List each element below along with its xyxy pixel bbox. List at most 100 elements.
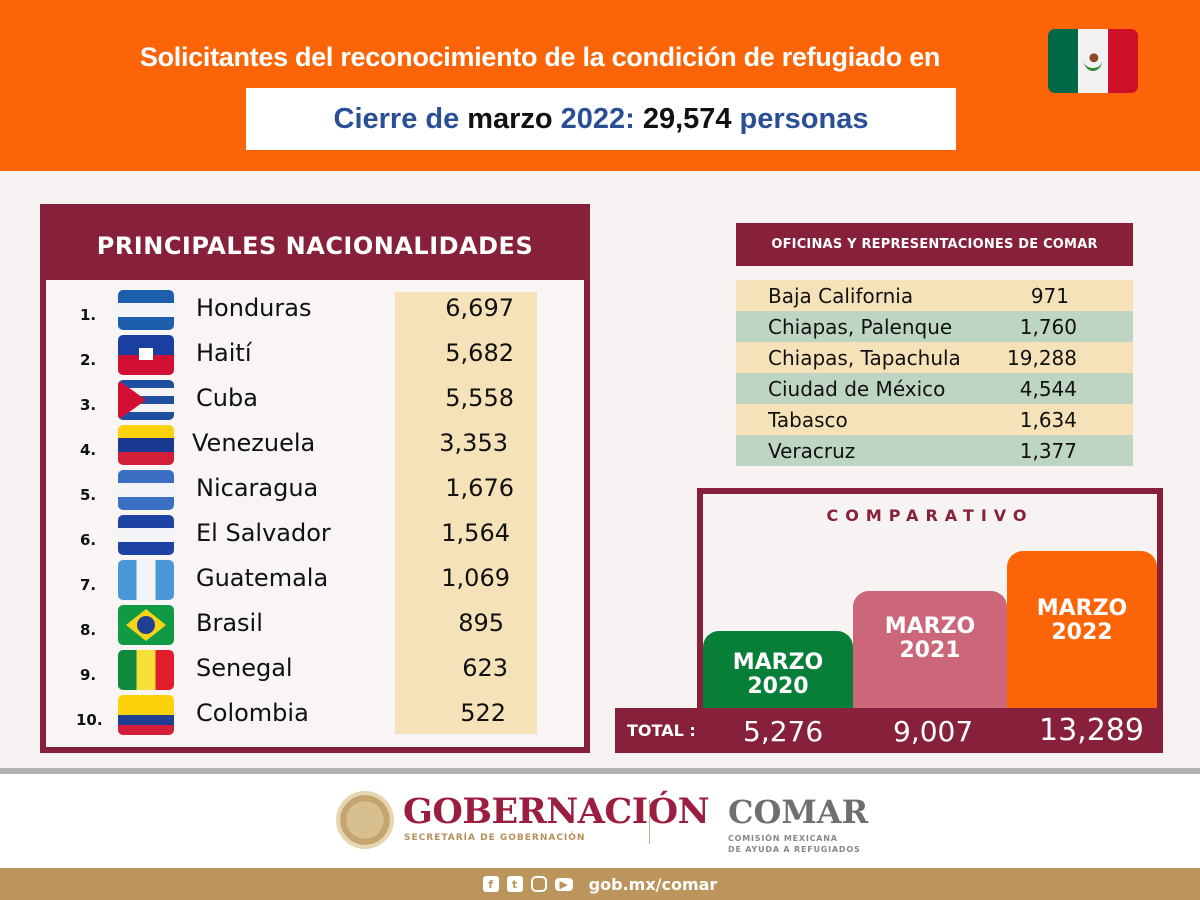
rank: 9. [80,666,97,684]
country-name: Haití [196,339,252,367]
subtitle-part: personas [739,102,869,135]
values-column-bg [395,292,537,734]
country-name: Guatemala [196,564,329,592]
office-value: 1,634 [1019,408,1077,432]
honduras-flag-icon [118,290,174,330]
subtitle-part: Cierre de [333,102,460,135]
haiti-flag-icon [118,335,174,375]
twitter-icon[interactable]: t [506,876,523,892]
country-name: Venezuela [192,429,316,457]
youtube-icon[interactable]: ▶ [554,877,573,891]
bar-label: MARZO [884,614,976,639]
colombia-flag-icon [118,695,174,735]
gobernacion-subtitle: SECRETARÍA DE GOBERNACIÓN [404,833,586,843]
facebook-icon[interactable]: f [482,876,499,892]
senegal-flag-icon [118,650,174,690]
rank: 10. [76,711,103,729]
office-name: Veracruz [768,439,856,463]
country-value: 1,564 [441,519,510,547]
office-name: Tabasco [768,408,848,432]
total-2020: 5,276 [743,715,824,748]
country-value: 895 [458,609,504,637]
table-row: Veracruz 1,377 [736,435,1133,466]
nationalities-panel: PRINCIPALES NACIONALIDADES 1. Honduras 6… [40,204,590,753]
country-value: 522 [460,699,506,727]
list-item: 9. Senegal 623 [46,648,584,692]
comar-subtitle: COMISIÓN MEXICANA DE AYUDA A REFUGIADOS [728,833,861,855]
country-name: Senegal [196,654,293,682]
office-name: Chiapas, Palenque [768,315,953,339]
bar-label: MARZO [1036,596,1128,621]
list-item: 4. Venezuela 3,353 [46,423,584,467]
rank: 1. [80,306,97,324]
office-value: 4,544 [1019,377,1077,401]
country-name: Brasil [196,609,263,637]
rank: 3. [80,396,97,414]
office-value: 1,760 [1019,315,1077,339]
office-name: Chiapas, Tapachula [768,346,961,370]
rank: 4. [80,441,97,459]
cuba-flag-icon [118,380,174,420]
comar-logo: COMAR [728,793,869,831]
nicaragua-flag-icon [118,470,174,510]
logo-separator [649,800,650,844]
table-row: Chiapas, Palenque 1,760 [736,311,1133,342]
list-item: 3. Cuba 5,558 [46,378,584,422]
rank: 7. [80,576,97,594]
country-name: El Salvador [196,519,331,547]
mexico-flag-icon [1048,29,1138,93]
subtitle-part: marzo [467,102,553,135]
country-value: 623 [462,654,508,682]
country-value: 5,682 [445,339,514,367]
country-name: Colombia [196,699,309,727]
totals-bar: TOTAL : 5,276 9,007 13,289 [615,708,1163,753]
nationalities-title: PRINCIPALES NACIONALIDADES [96,232,534,260]
website-link[interactable]: gob.mx/comar [588,874,718,894]
country-name: Nicaragua [196,474,319,502]
subtitle-box: Cierre de marzo 2022: 29,574 personas [246,88,956,150]
bar-label: MARZO [732,650,824,675]
table-row: Ciudad de México 4,544 [736,373,1133,404]
list-item: 5. Nicaragua 1,676 [46,468,584,512]
list-item: 2. Haití 5,682 [46,333,584,377]
footer-divider [0,768,1200,774]
national-seal-icon [336,791,394,849]
office-value: 19,288 [1007,346,1077,370]
table-row: Tabasco 1,634 [736,404,1133,435]
offices-title: OFICINAS Y REPRESENTACIONES DE COMAR [736,223,1133,266]
el-salvador-flag-icon [118,515,174,555]
offices-table: Baja California 971 Chiapas, Palenque 1,… [736,280,1133,466]
bar-marzo-2022: MARZO 2022 [1007,551,1157,716]
list-item: 6. El Salvador 1,564 [46,513,584,557]
social-bar: f t ▶ gob.mx/comar [0,868,1200,900]
office-name: Ciudad de México [768,377,946,401]
country-name: Cuba [196,384,258,412]
list-item: 8. Brasil 895 [46,603,584,647]
bar-year: 2022 [1051,620,1113,645]
comparison-title: COMPARATIVO [826,506,1034,525]
table-row: Baja California 971 [736,280,1133,311]
table-row: Chiapas, Tapachula 19,288 [736,342,1133,373]
gobernacion-logo: GOBERNACIÓN [403,791,710,832]
country-value: 1,069 [441,564,510,592]
country-value: 3,353 [439,429,508,457]
list-item: 10. Colombia 522 [46,693,584,737]
nationalities-list: 1. Honduras 6,697 2. Haití 5,682 3. Cuba… [46,280,584,747]
subtitle-part: 2022: [560,102,635,135]
bar-year: 2021 [899,638,961,663]
office-value: 971 [1030,284,1069,308]
instagram-icon[interactable] [530,876,547,892]
bar-marzo-2021: MARZO 2021 [853,591,1007,716]
venezuela-flag-icon [118,425,174,465]
rank: 5. [80,486,97,504]
comar-subtitle-line2: DE AYUDA A REFUGIADOS [728,845,861,854]
country-value: 1,676 [445,474,514,502]
footer-logos [0,774,1200,868]
total-2022: 13,289 [1039,713,1144,748]
rank: 6. [80,531,97,549]
comparison-frame [697,488,1163,718]
country-name: Honduras [196,294,312,322]
office-value: 1,377 [1019,439,1077,463]
header-title: Solicitantes del reconocimiento de la co… [139,42,941,72]
brasil-flag-icon [118,605,174,645]
